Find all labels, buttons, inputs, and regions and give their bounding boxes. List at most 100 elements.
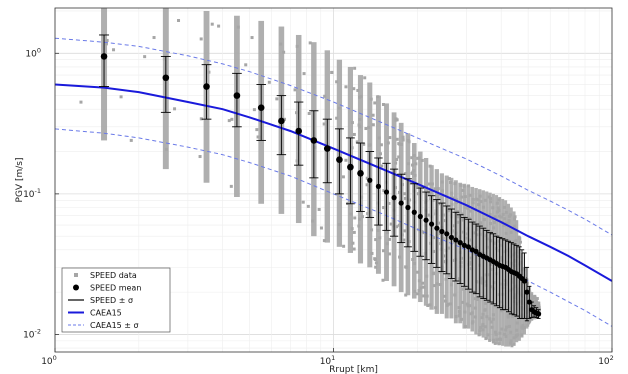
- speed-data-point: [489, 238, 493, 242]
- speed-data-point: [522, 307, 526, 311]
- speed-data-point: [440, 265, 444, 269]
- speed-data-point: [467, 184, 471, 188]
- speed-data-point: [490, 285, 494, 289]
- speed-data-point: [473, 297, 477, 301]
- speed-mean-point: [375, 183, 382, 190]
- speed-mean-point: [526, 299, 532, 305]
- speed-data-point: [459, 183, 463, 187]
- speed-data-point: [437, 202, 441, 206]
- speed-data-point: [471, 251, 475, 255]
- speed-data-point: [443, 294, 447, 298]
- speed-mean-point: [411, 209, 417, 215]
- speed-data-point: [466, 304, 470, 308]
- speed-data-point: [484, 336, 488, 340]
- speed-data-point: [484, 273, 488, 277]
- speed-data-point: [436, 221, 440, 225]
- speed-data-point: [463, 195, 467, 199]
- speed-data-point: [411, 163, 415, 167]
- speed-data-point: [484, 283, 488, 287]
- speed-data-point: [492, 220, 496, 224]
- speed-data-point: [351, 241, 355, 245]
- x-tick-label: 101: [320, 354, 336, 367]
- speed-data-point: [403, 229, 407, 233]
- speed-data-point: [431, 271, 435, 275]
- speed-data-point: [256, 135, 260, 139]
- speed-data-point: [495, 338, 499, 342]
- speed-data-point: [381, 103, 385, 107]
- speed-data-point: [364, 127, 368, 131]
- speed-data-point: [524, 287, 528, 291]
- speed-data-point: [177, 19, 181, 23]
- speed-mean-point: [357, 170, 364, 177]
- speed-data-point: [459, 317, 463, 321]
- speed-data-point: [450, 191, 454, 195]
- speed-data-point: [398, 255, 402, 259]
- speed-data-point: [451, 196, 455, 200]
- speed-data-point: [484, 325, 488, 329]
- speed-data-point: [444, 277, 448, 281]
- speed-data-point: [453, 182, 457, 186]
- speed-data-point: [420, 158, 424, 162]
- speed-data-point: [425, 199, 429, 203]
- speed-data-point: [416, 292, 420, 296]
- speed-mean-point: [448, 234, 454, 241]
- speed-data-point: [521, 316, 525, 320]
- speed-data-point: [391, 224, 395, 228]
- speed-data-point: [427, 182, 431, 186]
- legend-label: CAEA15: [90, 309, 122, 318]
- speed-data-point: [489, 197, 493, 201]
- legend: SPEED data SPEED mean SPEED ± σ CAEA15 CAEA1…: [61, 267, 171, 333]
- speed-data-point: [476, 198, 480, 202]
- speed-mean-point: [310, 137, 318, 144]
- speed-data-point: [352, 230, 356, 234]
- x-axis-label: Rrupt [km]: [329, 365, 378, 374]
- speed-data-point: [408, 181, 412, 185]
- speed-data-point: [350, 146, 354, 150]
- speed-data-point: [463, 236, 467, 240]
- speed-data-point: [456, 220, 460, 224]
- speed-data-point: [466, 207, 470, 211]
- speed-data-point: [401, 138, 405, 142]
- speed-data-point: [527, 321, 531, 325]
- speed-data-point: [438, 283, 442, 287]
- speed-data-point: [461, 188, 465, 192]
- speed-data-point: [385, 242, 389, 246]
- speed-data-point: [376, 95, 380, 99]
- speed-mean-point: [203, 83, 210, 90]
- speed-data-point: [515, 321, 519, 325]
- speed-data-point: [425, 274, 429, 278]
- speed-data-point: [210, 22, 214, 26]
- speed-data-point: [394, 161, 398, 165]
- speed-data-point: [503, 250, 507, 254]
- speed-data-point: [457, 309, 461, 313]
- speed-data-point: [435, 282, 439, 286]
- speed-data-point: [461, 218, 465, 222]
- speed-data-point: [434, 209, 438, 213]
- speed-data-point: [464, 325, 468, 329]
- speed-data-point: [473, 315, 477, 319]
- speed-data-point: [293, 88, 297, 92]
- speed-data-point: [488, 213, 492, 217]
- speed-data-point: [516, 290, 520, 294]
- speed-data-point: [458, 311, 462, 315]
- speed-data-point: [378, 236, 382, 240]
- speed-data-point: [477, 203, 481, 207]
- speed-data-point: [514, 284, 518, 288]
- speed-data-point: [441, 213, 445, 217]
- speed-data-point: [462, 216, 466, 220]
- speed-data-point: [497, 208, 501, 212]
- speed-data-point: [360, 195, 364, 199]
- speed-data-point: [397, 223, 401, 227]
- speed-data-point: [129, 138, 133, 142]
- speed-data-point: [244, 63, 248, 67]
- speed-data-point: [322, 239, 326, 243]
- speed-data-point: [489, 200, 493, 204]
- speed-data-point: [378, 152, 382, 156]
- speed-data-point: [509, 230, 513, 234]
- speed-data-point: [429, 190, 433, 194]
- speed-data-point: [475, 228, 479, 232]
- speed-data-point: [488, 317, 492, 321]
- x-tick-label: 102: [598, 354, 614, 367]
- speed-data-point: [431, 199, 435, 203]
- speed-data-point: [497, 249, 501, 253]
